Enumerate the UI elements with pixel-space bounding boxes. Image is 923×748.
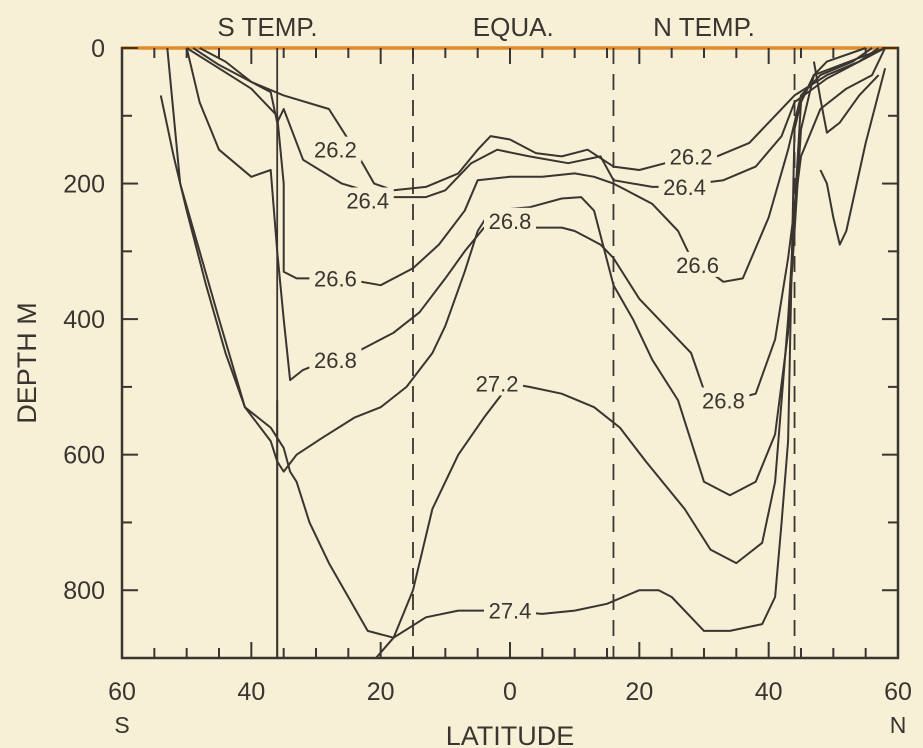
series-label-27-4: 27.4 — [489, 599, 532, 624]
x-tick-label: 20 — [625, 678, 653, 706]
series-line-26-2-0 — [192, 47, 886, 192]
series-label-26-8: 26.8 — [314, 348, 357, 373]
series-label-26-2: 26.2 — [314, 138, 357, 163]
series-label-27-2: 27.2 — [476, 372, 519, 397]
series-line-26-6-0 — [186, 47, 873, 287]
series-label-26-8: 26.8 — [702, 388, 745, 413]
series-label-bg — [309, 346, 362, 372]
series-label-26-8: 26.8 — [489, 209, 532, 234]
x-tick-label: 40 — [755, 678, 783, 706]
series-label-bg — [484, 207, 536, 233]
y-tick-label: 800 — [63, 577, 105, 605]
x-axis-title: LATITUDE — [446, 721, 575, 748]
series-label-bg — [697, 387, 750, 413]
x-tick-label: 0 — [503, 678, 517, 706]
y-tick-label: 200 — [63, 171, 105, 199]
north-label: N — [890, 712, 907, 738]
x-tick-label: 40 — [237, 678, 265, 706]
y-axis-title: DEPTH M — [12, 302, 42, 424]
series-label-bg — [671, 251, 724, 277]
series-label-26-6: 26.6 — [314, 266, 357, 291]
axis-ticks — [121, 47, 899, 659]
y-tick-label: 400 — [63, 306, 105, 334]
south-label: S — [114, 712, 129, 738]
region-label-0: S TEMP. — [217, 12, 317, 42]
region-label-1: EQUA. — [473, 12, 554, 42]
isopycnal-series: 26.2 26.2 26.4 26.4 26.6 26.6 26.8 26.8 26.8 27.2… — [159, 47, 887, 658]
series-line-27-2-0 — [159, 47, 886, 639]
series-label-bg — [484, 597, 536, 623]
y-tick-label: 0 — [91, 35, 105, 63]
y-tick-label: 600 — [63, 442, 105, 470]
region-label-2: N TEMP. — [653, 12, 755, 42]
x-tick-label: 20 — [367, 678, 395, 706]
series-clip — [159, 47, 887, 658]
series-label-bg — [471, 370, 524, 396]
series-line-26-8-0 — [185, 47, 887, 402]
series-line-27-4-0 — [276, 400, 279, 658]
x-tick-label: 60 — [884, 678, 912, 706]
x-tick-label: 60 — [108, 678, 136, 706]
series-line-26-4-0 — [199, 47, 880, 199]
axis-labels: S TEMP. EQUA. N TEMP.60 40 20 0 20 40 60S NLATITU… — [12, 12, 912, 748]
series-label-bg — [341, 187, 394, 213]
series-label-26-4: 26.4 — [346, 189, 389, 214]
series-label-26-2: 26.2 — [670, 144, 713, 169]
series-label-26-6: 26.6 — [676, 253, 719, 278]
series-line-27-4-1 — [374, 74, 815, 658]
series-label-26-4: 26.4 — [663, 175, 706, 200]
series-label-bg — [309, 265, 362, 291]
series-line-unlabeled-1 — [819, 68, 887, 246]
series-label-bg — [309, 136, 362, 162]
series-label-bg — [658, 173, 711, 199]
series-line-unlabeled-0 — [812, 61, 880, 134]
series-label-bg — [665, 143, 718, 169]
